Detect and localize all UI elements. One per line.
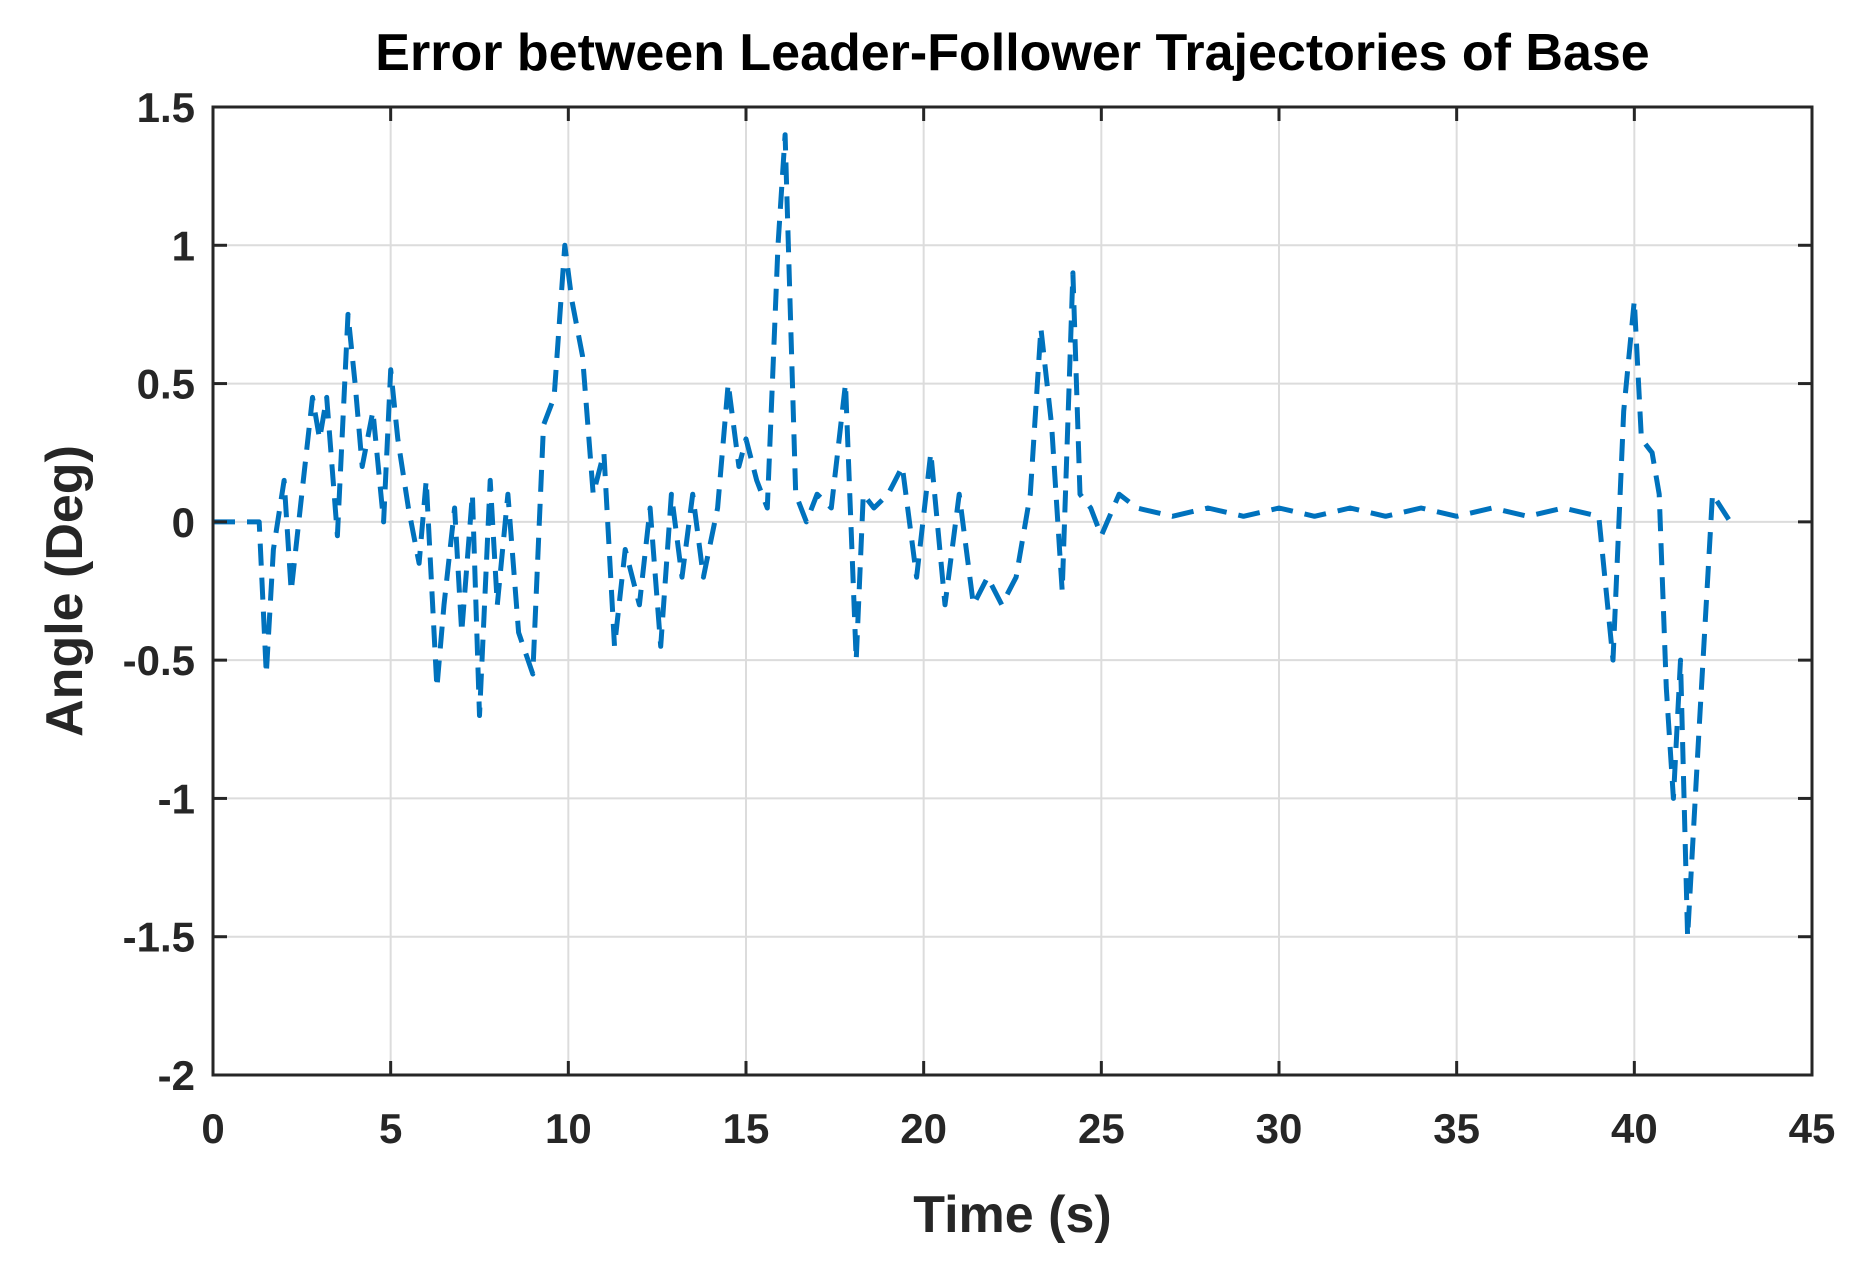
y-tick-label: -1 bbox=[158, 775, 195, 822]
series-line bbox=[213, 132, 1733, 940]
x-tick-label: 20 bbox=[900, 1105, 947, 1152]
y-axis-title: Angle (Deg) bbox=[36, 445, 94, 737]
plot-frame bbox=[211, 105, 1814, 1077]
chart-title: Error between Leader-Follower Trajectori… bbox=[375, 24, 1649, 82]
x-tick-label: 35 bbox=[1433, 1105, 1480, 1152]
y-tick-label: 1.5 bbox=[137, 84, 195, 131]
x-tick-label: 45 bbox=[1789, 1105, 1836, 1152]
y-tick-label: -1.5 bbox=[123, 914, 195, 961]
x-tick-label: 0 bbox=[201, 1105, 224, 1152]
x-tick-label: 5 bbox=[379, 1105, 402, 1152]
x-tick-label: 40 bbox=[1611, 1105, 1658, 1152]
y-tick-label: 0.5 bbox=[137, 361, 195, 408]
label-layer: 0 5 10 15 20 25 30 35 40 45 -2 -1.5 -1 -0.5 0 0.5 1 1.5 bbox=[123, 84, 1836, 1152]
x-tick-label: 30 bbox=[1256, 1105, 1303, 1152]
x-tick-label: 15 bbox=[723, 1105, 770, 1152]
x-tick-label: 10 bbox=[545, 1105, 592, 1152]
x-tick-label: 25 bbox=[1078, 1105, 1125, 1152]
y-tick-label: -2 bbox=[158, 1052, 195, 1099]
y-tick-label: 1 bbox=[172, 222, 195, 269]
x-axis-title: Time (s) bbox=[913, 1186, 1111, 1244]
y-tick-label: -0.5 bbox=[123, 637, 195, 684]
series-layer bbox=[213, 132, 1733, 940]
tick-layer bbox=[211, 105, 1814, 1077]
y-tick-label: 0 bbox=[172, 499, 195, 546]
